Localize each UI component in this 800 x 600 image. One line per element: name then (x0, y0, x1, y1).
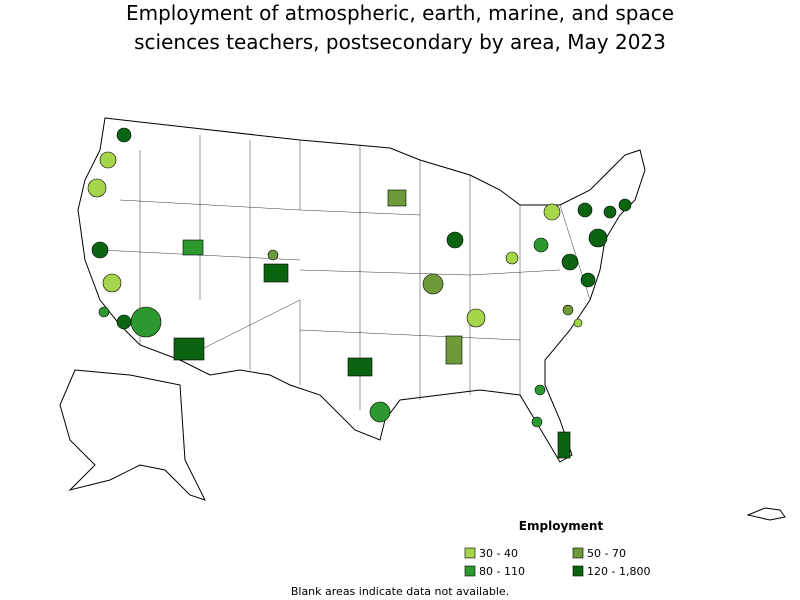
area (102, 273, 122, 293)
area (533, 237, 549, 253)
area-boundaries (99, 135, 591, 410)
area (99, 151, 117, 169)
area (98, 306, 110, 318)
area (505, 251, 519, 265)
area (603, 205, 617, 219)
area (534, 384, 546, 396)
alaska (59, 369, 206, 501)
area (347, 357, 373, 377)
area (267, 249, 279, 261)
footnote: Blank areas indicate data not available. (291, 585, 509, 598)
title-line: sciences teachers, postsecondary by area… (134, 30, 666, 54)
legend-swatch (464, 565, 476, 577)
area (422, 273, 444, 295)
area (91, 241, 109, 259)
area (445, 335, 463, 365)
legend-swatch (464, 547, 476, 559)
hawaii (746, 507, 786, 521)
employment-areas (87, 127, 632, 459)
area (116, 314, 132, 330)
legend-label: 120 - 1,800 (587, 565, 650, 578)
area (263, 263, 289, 283)
legend-label: 30 - 40 (479, 547, 518, 560)
area (446, 231, 464, 249)
legend: 30 - 40 50 - 70 80 - 110 120 - 1,800 (464, 547, 650, 578)
area (369, 401, 391, 423)
area (116, 127, 132, 143)
area (130, 306, 162, 338)
area (573, 318, 583, 328)
legend-title: Employment (519, 519, 604, 533)
legend-swatch (572, 565, 584, 577)
area (561, 253, 579, 271)
area (466, 308, 486, 328)
area (87, 178, 107, 198)
area (173, 337, 205, 361)
area (387, 189, 407, 207)
area (562, 304, 574, 316)
area (580, 272, 596, 288)
legend-label: 80 - 110 (479, 565, 525, 578)
area (531, 416, 543, 428)
area (577, 202, 593, 218)
map (59, 117, 786, 521)
legend-swatch (572, 547, 584, 559)
us-mainland (77, 117, 646, 463)
area (618, 198, 632, 212)
legend-label: 50 - 70 (587, 547, 626, 560)
area (182, 239, 204, 256)
title-line: Employment of atmospheric, earth, marine… (126, 1, 674, 25)
area (588, 228, 608, 248)
area (543, 203, 561, 221)
area (557, 431, 571, 459)
